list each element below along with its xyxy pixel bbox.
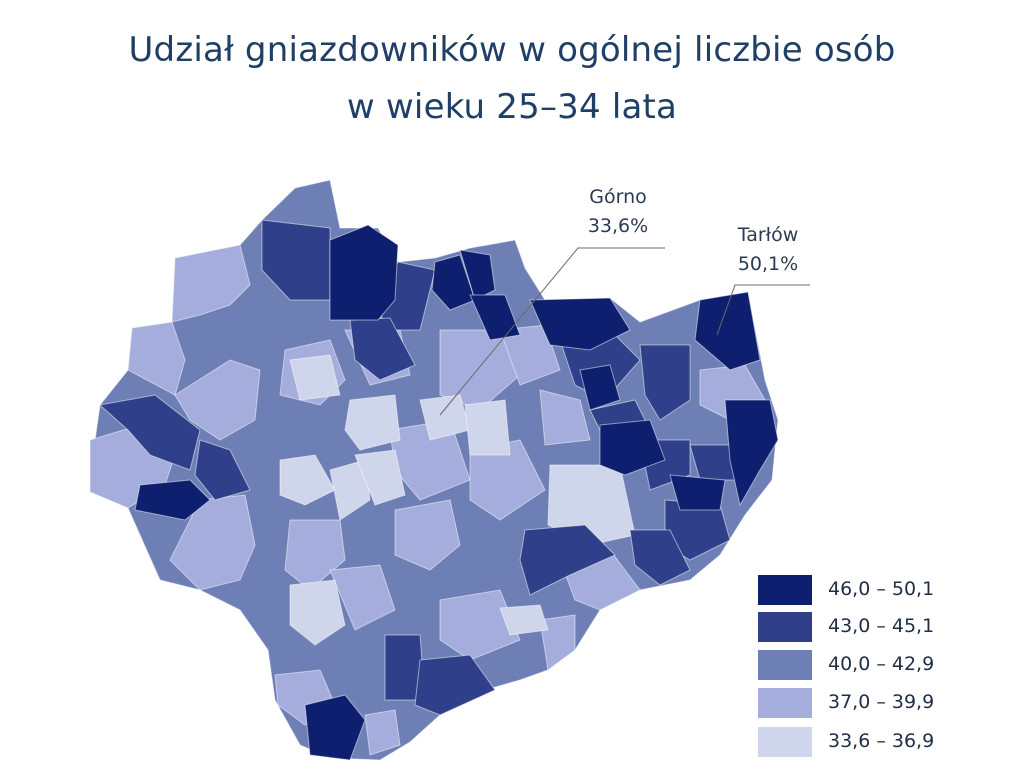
- region: [169, 494, 256, 591]
- region: [284, 519, 346, 591]
- legend-item: 46,0 – 50,1: [758, 575, 968, 609]
- legend-item: 40,0 – 42,9: [758, 650, 968, 684]
- legend-label: 37,0 – 39,9: [828, 691, 935, 713]
- callout-tarlow: Tarłów 50,1%: [718, 221, 818, 279]
- region: [639, 344, 691, 421]
- legend-swatch: [758, 688, 812, 718]
- region: [539, 614, 576, 671]
- region: [599, 419, 666, 476]
- legend-swatch: [758, 575, 812, 605]
- region: [499, 324, 561, 386]
- legend-label: 46,0 – 50,1: [828, 578, 935, 600]
- region: [459, 249, 496, 301]
- leader-line-gorno: [439, 247, 665, 416]
- callout-tarlow-value: 50,1%: [737, 253, 799, 275]
- region: [329, 564, 396, 631]
- region: [669, 474, 726, 511]
- region: [724, 399, 779, 507]
- region: [629, 529, 691, 586]
- region: [194, 439, 251, 501]
- region: [344, 394, 401, 451]
- region: [539, 389, 591, 446]
- region-outline: [89, 179, 779, 761]
- region: [329, 224, 399, 321]
- region: [394, 499, 461, 571]
- legend-swatch: [758, 612, 812, 642]
- legend-label: 33,6 – 36,9: [828, 730, 935, 752]
- region: [529, 297, 631, 351]
- region: [431, 254, 476, 311]
- region: [261, 219, 331, 301]
- region: [469, 439, 546, 521]
- region: [464, 399, 511, 456]
- region: [289, 579, 346, 646]
- region: [519, 524, 616, 596]
- region: [127, 321, 186, 396]
- legend-swatch: [758, 650, 812, 680]
- callout-gorno: Górno 33,6%: [568, 183, 668, 241]
- legend-label: 40,0 – 42,9: [828, 653, 935, 675]
- region: [329, 459, 371, 521]
- region: [354, 449, 406, 506]
- region: [174, 359, 261, 441]
- region: [289, 354, 341, 401]
- legend-swatch: [758, 727, 812, 757]
- region: [98, 394, 201, 471]
- region: [364, 709, 401, 756]
- region: [134, 479, 211, 521]
- region: [469, 294, 521, 341]
- callout-leaders: [439, 247, 810, 416]
- legend-item: 43,0 – 45,1: [758, 612, 968, 646]
- region: [579, 364, 621, 411]
- legend-item: 33,6 – 36,9: [758, 727, 968, 761]
- region: [499, 604, 549, 636]
- region: [414, 654, 496, 716]
- region: [279, 454, 336, 506]
- region: [304, 694, 366, 761]
- map-title-line-2: w wieku 25–34 lata: [346, 87, 678, 127]
- region: [694, 291, 761, 371]
- region: [349, 317, 416, 381]
- callout-gorno-name: Górno: [589, 186, 647, 208]
- map-title-line-1: Udział gniazdowników w ogólnej liczbie o…: [128, 30, 896, 70]
- callout-gorno-value: 33,6%: [587, 215, 649, 237]
- legend-label: 43,0 – 45,1: [828, 615, 935, 637]
- callout-tarlow-name: Tarłów: [737, 224, 799, 246]
- leader-line-tarlow: [716, 284, 810, 336]
- legend-item: 37,0 – 39,9: [758, 688, 968, 722]
